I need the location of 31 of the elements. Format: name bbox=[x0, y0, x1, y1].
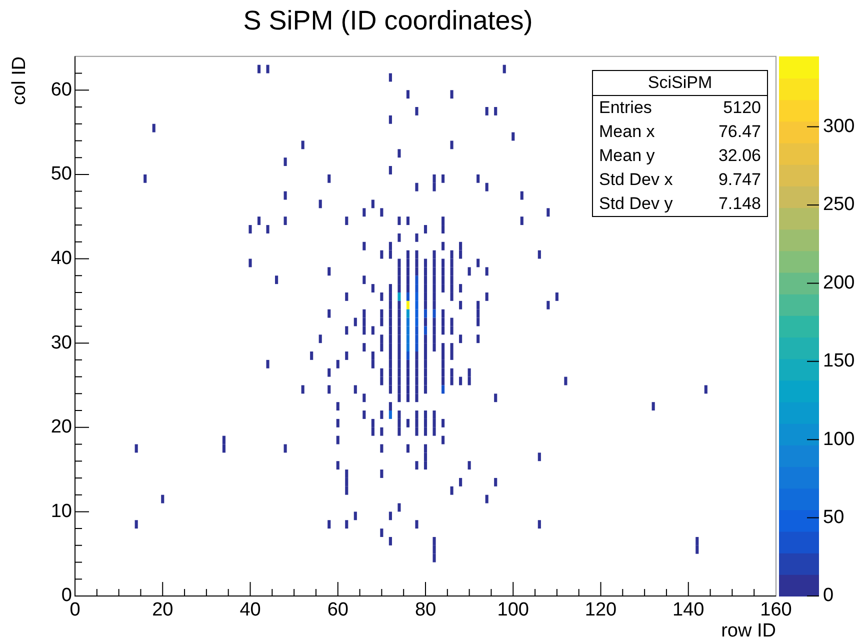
y-tick-label: 10 bbox=[50, 500, 72, 522]
x-tick-label: 40 bbox=[240, 600, 261, 621]
text: Mean y 32.06 bbox=[599, 146, 761, 165]
y-axis-title: col ID bbox=[9, 56, 30, 105]
color-bar-label: 0 bbox=[823, 585, 834, 606]
color-bar-label: 100 bbox=[823, 428, 855, 450]
x-tick-label: 140 bbox=[672, 600, 704, 621]
y-tick-label: 30 bbox=[50, 332, 72, 354]
y-tick-label: 0 bbox=[61, 585, 72, 606]
text: Std Dev x 9.747 bbox=[599, 170, 761, 189]
color-bar-label: 200 bbox=[823, 272, 855, 294]
annotation: SciSiPM bbox=[593, 71, 767, 96]
color-bar-label: 300 bbox=[823, 116, 855, 138]
x-tick-label: 60 bbox=[327, 600, 348, 621]
color-bar-label: 150 bbox=[823, 350, 855, 372]
y-tick-label: 20 bbox=[50, 416, 72, 438]
text: Std Dev y 7.148 bbox=[599, 194, 761, 213]
x-tick-label: 120 bbox=[584, 600, 617, 621]
y-tick-label: 60 bbox=[50, 79, 72, 100]
y-tick-label: 40 bbox=[50, 248, 72, 269]
x-tick-label: 80 bbox=[414, 600, 436, 621]
text: Entries 5120 bbox=[599, 98, 761, 117]
color-bar-label: 50 bbox=[823, 507, 844, 528]
chart-title: S SiPM (ID coordinates) bbox=[243, 6, 533, 36]
x-tick-label: 100 bbox=[497, 600, 529, 621]
x-axis-title: row ID bbox=[721, 620, 776, 642]
y-tick-label: 50 bbox=[50, 164, 72, 185]
text: Mean x 76.47 bbox=[599, 122, 761, 141]
color-bar-label: 250 bbox=[823, 194, 855, 216]
x-tick-label: 160 bbox=[760, 600, 792, 621]
x-tick-label: 20 bbox=[152, 600, 174, 621]
